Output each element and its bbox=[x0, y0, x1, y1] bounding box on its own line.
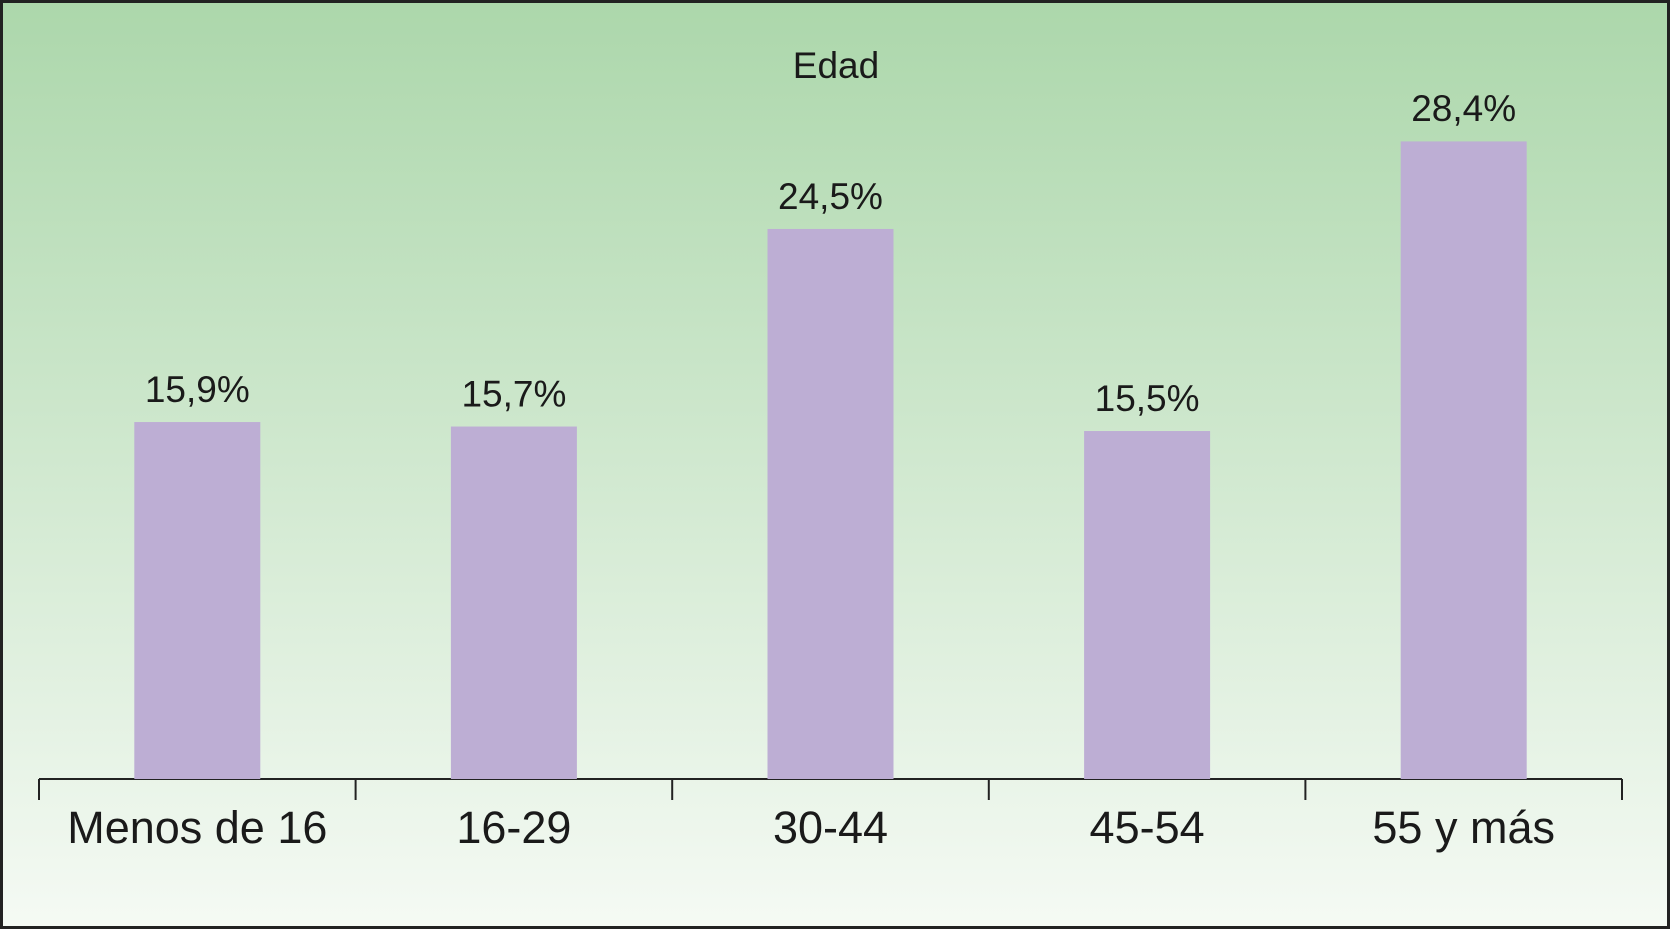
x-tick-label: 45-54 bbox=[1090, 802, 1205, 853]
value-label: 15,5% bbox=[1095, 378, 1200, 419]
bar bbox=[767, 228, 894, 780]
value-label: 15,7% bbox=[461, 373, 566, 414]
value-label: 24,5% bbox=[778, 176, 883, 217]
x-tick-label: 55 y más bbox=[1372, 802, 1555, 853]
bar bbox=[450, 426, 577, 779]
x-tick-label: 16-29 bbox=[456, 802, 571, 853]
value-label: 28,4% bbox=[1411, 88, 1516, 129]
x-tick-label: Menos de 16 bbox=[67, 802, 327, 853]
bar bbox=[1400, 141, 1527, 780]
bar bbox=[134, 422, 261, 779]
value-label: 15,9% bbox=[145, 369, 250, 410]
bar bbox=[1084, 431, 1211, 779]
x-tick-label: 30-44 bbox=[773, 802, 888, 853]
chart-title: Edad bbox=[793, 45, 879, 86]
